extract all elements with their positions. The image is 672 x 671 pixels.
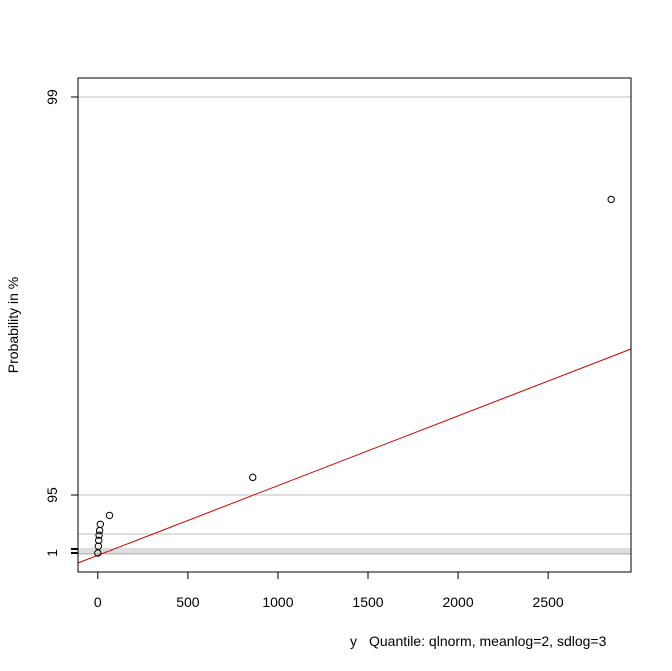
x-tick-label: 1000 bbox=[262, 594, 293, 610]
grid-lines bbox=[78, 96, 631, 555]
x-tick-label: 0 bbox=[94, 594, 102, 610]
data-point bbox=[95, 531, 103, 539]
fit-line bbox=[77, 348, 632, 564]
y-tick-label-1: 1 bbox=[44, 549, 60, 557]
x-tick-label: 1500 bbox=[352, 594, 383, 610]
data-point bbox=[105, 511, 114, 520]
points-layer bbox=[94, 195, 615, 557]
x-axis-subtitle: Quantile: qlnorm, meanlog=2, sdlog=3 bbox=[369, 633, 607, 649]
data-point bbox=[249, 473, 257, 482]
x-axis: 0 500 1000 1500 2000 2500 bbox=[94, 571, 564, 610]
x-tick-label: 2000 bbox=[442, 594, 473, 610]
x-tick-label: 500 bbox=[176, 594, 200, 610]
data-point bbox=[607, 195, 615, 204]
y-tick-label-99: 99 bbox=[44, 89, 60, 105]
y-axis-title: Probability in % bbox=[5, 277, 21, 374]
y-axis: 99 95 1 bbox=[44, 89, 78, 557]
x-axis-title: y bbox=[350, 633, 357, 649]
y-tick-label-95: 95 bbox=[44, 487, 60, 503]
data-point bbox=[94, 542, 103, 550]
data-point bbox=[95, 536, 103, 545]
fit-line-layer bbox=[77, 348, 632, 564]
x-tick-label: 2500 bbox=[533, 594, 564, 610]
data-point bbox=[96, 520, 105, 529]
